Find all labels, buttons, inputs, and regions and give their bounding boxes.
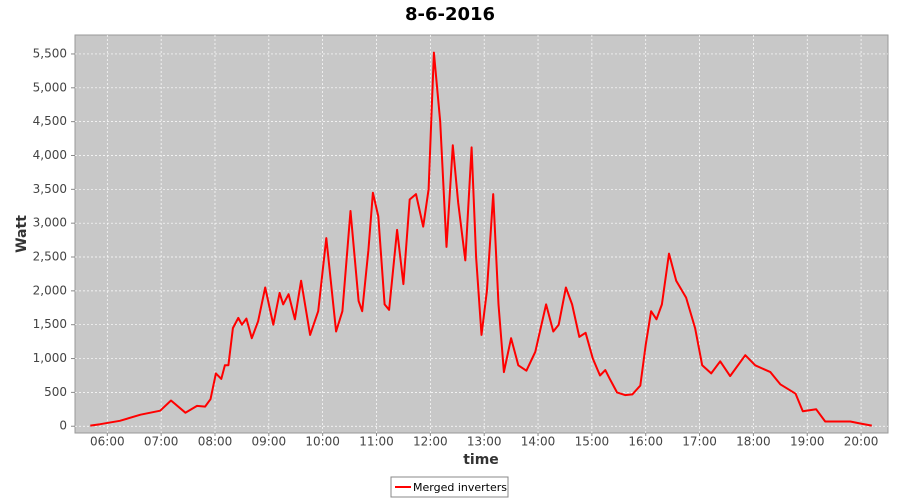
x-axis-label: time bbox=[463, 452, 499, 468]
y-tick-label: 4,500 bbox=[33, 114, 67, 128]
y-tick-label: 2,000 bbox=[33, 283, 67, 297]
x-tick-label: 20:00 bbox=[844, 435, 879, 449]
y-tick-label: 3,500 bbox=[33, 182, 67, 196]
x-tick-label: 13:00 bbox=[467, 435, 502, 449]
x-tick-label: 14:00 bbox=[521, 435, 556, 449]
plot-area bbox=[74, 34, 889, 434]
x-tick-label: 07:00 bbox=[144, 435, 179, 449]
x-tick-label: 16:00 bbox=[628, 435, 663, 449]
x-tick-label: 12:00 bbox=[413, 435, 448, 449]
x-tick-label: 11:00 bbox=[359, 435, 394, 449]
x-tick-label: 17:00 bbox=[682, 435, 717, 449]
x-tick-label: 18:00 bbox=[736, 435, 771, 449]
y-tick-label: 5,500 bbox=[33, 46, 67, 60]
y-tick-label: 500 bbox=[44, 385, 67, 399]
x-tick-label: 09:00 bbox=[252, 435, 287, 449]
y-axis-label: Watt bbox=[14, 215, 30, 253]
y-tick-label: 0 bbox=[59, 419, 67, 433]
x-tick-label: 10:00 bbox=[305, 435, 340, 449]
y-tick-label: 3,000 bbox=[33, 216, 67, 230]
series-line bbox=[90, 51, 872, 427]
y-tick-label: 4,000 bbox=[33, 148, 67, 162]
y-tick-label: 2,500 bbox=[33, 250, 67, 264]
legend-box bbox=[390, 476, 509, 498]
x-tick-label: 06:00 bbox=[90, 435, 125, 449]
y-tick-label: 1,500 bbox=[33, 317, 67, 331]
x-tick-label: 15:00 bbox=[575, 435, 610, 449]
legend-label: Merged inverters bbox=[413, 481, 507, 494]
y-tick-label: 1,000 bbox=[33, 351, 67, 365]
x-tick-label: 08:00 bbox=[198, 435, 233, 449]
x-tick-label: 19:00 bbox=[790, 435, 825, 449]
chart-title: 8-6-2016 bbox=[405, 4, 495, 25]
y-tick-label: 5,000 bbox=[33, 80, 67, 94]
legend bbox=[390, 476, 509, 498]
